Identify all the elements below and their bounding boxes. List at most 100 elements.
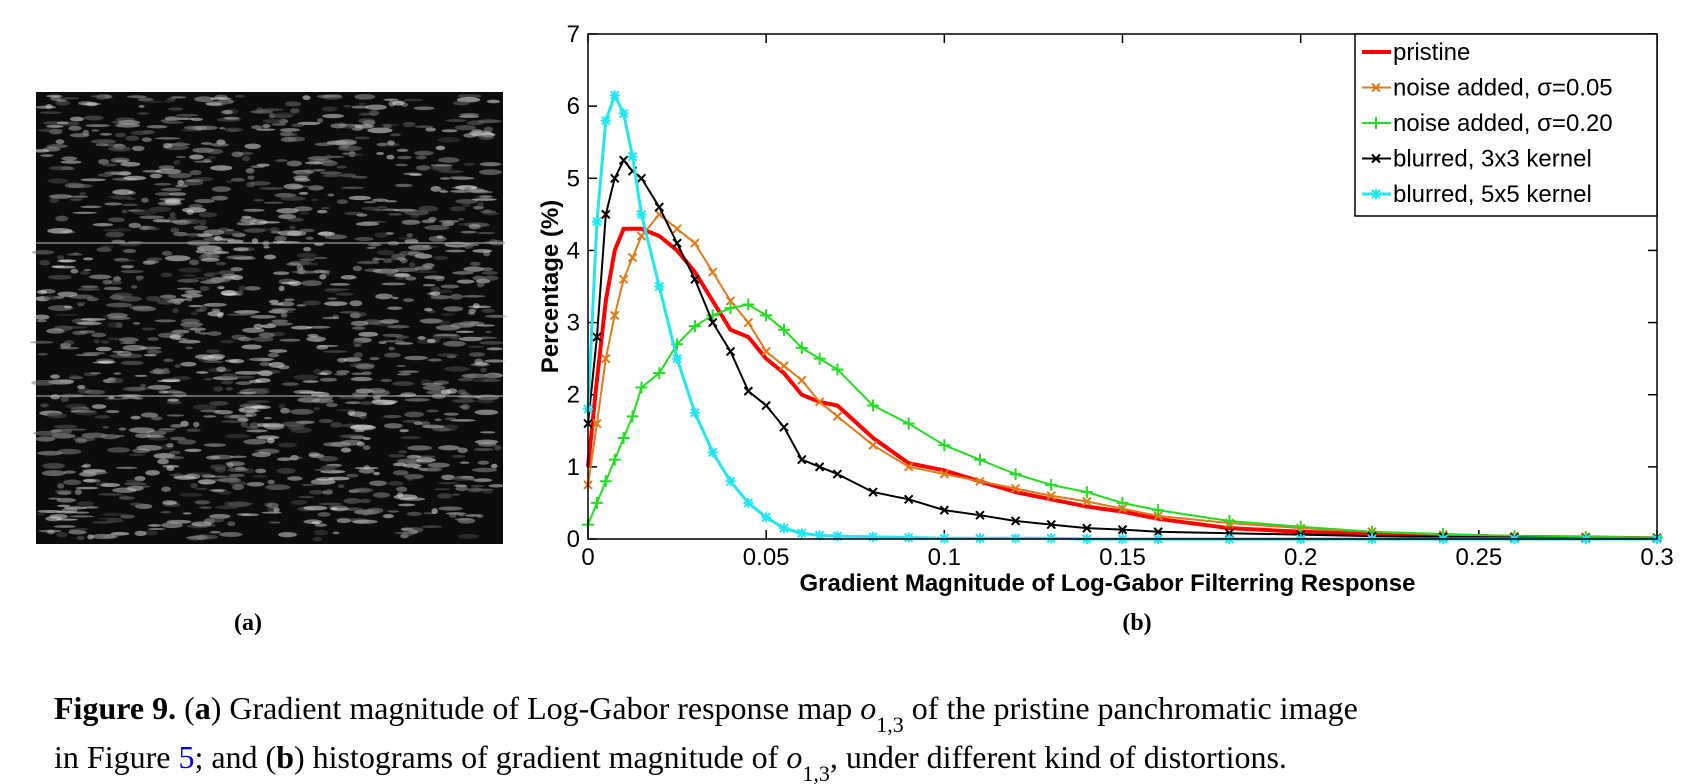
texture-streak [457, 94, 482, 98]
y-tick-label: 7 [567, 21, 580, 48]
texture-streak [227, 521, 236, 527]
texture-streak [38, 128, 64, 133]
texture-streak [187, 218, 201, 224]
texture-streak [229, 414, 249, 419]
texture-streak [354, 136, 371, 140]
texture-streak [246, 400, 271, 404]
texture-streak [428, 245, 439, 248]
legend-label: blurred, 3x3 kernel [1393, 146, 1592, 173]
texture-streak [361, 371, 372, 376]
texture-streak [94, 415, 111, 419]
texture-streak [261, 511, 282, 514]
texture-streak [310, 198, 319, 202]
texture-streak [122, 386, 146, 392]
legend-label: noise added, σ=0.20 [1393, 110, 1613, 137]
texture-streak [108, 396, 115, 399]
texture-streak [107, 337, 122, 341]
texture-streak [278, 214, 297, 220]
texture-streak [147, 528, 166, 531]
texture-streak [280, 281, 299, 284]
texture-streak [330, 422, 343, 428]
texture-streak [388, 346, 395, 351]
texture-streak [209, 401, 229, 406]
texture-streak [169, 192, 187, 196]
texture-streak [437, 353, 459, 357]
x-axis-label: Gradient Magnitude of Log-Gabor Filterri… [799, 570, 1415, 597]
texture-streak [467, 345, 485, 348]
texture-streak [320, 465, 339, 470]
texture-streak [102, 512, 126, 517]
texture-streak [278, 285, 285, 292]
texture-streak [185, 346, 194, 350]
texture-streak [336, 518, 352, 524]
texture-streak [421, 424, 445, 429]
texture-streak [56, 448, 82, 455]
texture-streak [306, 336, 326, 342]
texture-streak [444, 417, 457, 421]
texture-streak [476, 514, 484, 519]
texture-streak [145, 469, 160, 476]
texture-streak [70, 195, 89, 198]
texture-streak [477, 460, 490, 465]
texture-streak [386, 154, 395, 160]
texture-streak [314, 242, 325, 246]
texture-streak [363, 201, 376, 204]
x-tick-label: 0.25 [1455, 544, 1502, 571]
texture-streak [404, 411, 425, 418]
texture-streak [254, 389, 270, 395]
texture-streak [403, 98, 424, 102]
texture-streak [108, 195, 126, 198]
series-marker [743, 317, 754, 328]
texture-streak [76, 301, 86, 305]
texture-streak [203, 443, 226, 447]
texture-streak [262, 124, 271, 129]
texture-streak [287, 136, 306, 142]
texture-streak [261, 324, 277, 329]
texture-streak [301, 483, 314, 487]
texture-streak [31, 250, 55, 255]
texture-streak [210, 97, 232, 100]
texture-streak [450, 476, 474, 481]
texture-streak [80, 318, 106, 321]
texture-streak [244, 286, 261, 291]
texture-streak [64, 326, 88, 329]
texture-streak [426, 467, 442, 473]
texture-streak [130, 130, 149, 136]
texture-streak [76, 321, 102, 326]
texture-streak [240, 421, 248, 428]
texture-streak [146, 257, 163, 261]
texture-streak [460, 230, 477, 234]
series-marker [1080, 486, 1093, 499]
texture-streak [86, 297, 99, 302]
texture-streak [449, 293, 463, 300]
texture-streak [396, 148, 409, 152]
texture-streak [317, 231, 336, 236]
series-line [587, 158, 1657, 540]
texture-streak [55, 215, 69, 222]
series-marker [601, 353, 611, 364]
texture-streak [122, 344, 147, 351]
texture-streak [348, 195, 372, 201]
texture-streak [369, 480, 387, 487]
texture-streak [372, 510, 383, 514]
texture-streak [84, 389, 106, 395]
texture-streak [51, 265, 76, 269]
texture-streak [458, 533, 479, 539]
series-marker [973, 453, 986, 466]
texture-streak [250, 314, 277, 319]
texture-streak [194, 330, 201, 334]
x-tick-label: 0.05 [743, 544, 790, 571]
texture-streak [399, 497, 426, 501]
series-marker [654, 202, 664, 212]
texture-streak [97, 493, 123, 496]
texture-streak [462, 243, 474, 249]
series-marker [688, 320, 701, 333]
series-line [587, 303, 1658, 539]
texture-streak [33, 314, 50, 320]
series-marker [610, 173, 620, 183]
texture-streak [137, 112, 150, 115]
texture-streak [277, 442, 297, 448]
texture-streak [39, 111, 63, 114]
texture-streak [211, 489, 225, 493]
texture-streak [440, 284, 460, 289]
